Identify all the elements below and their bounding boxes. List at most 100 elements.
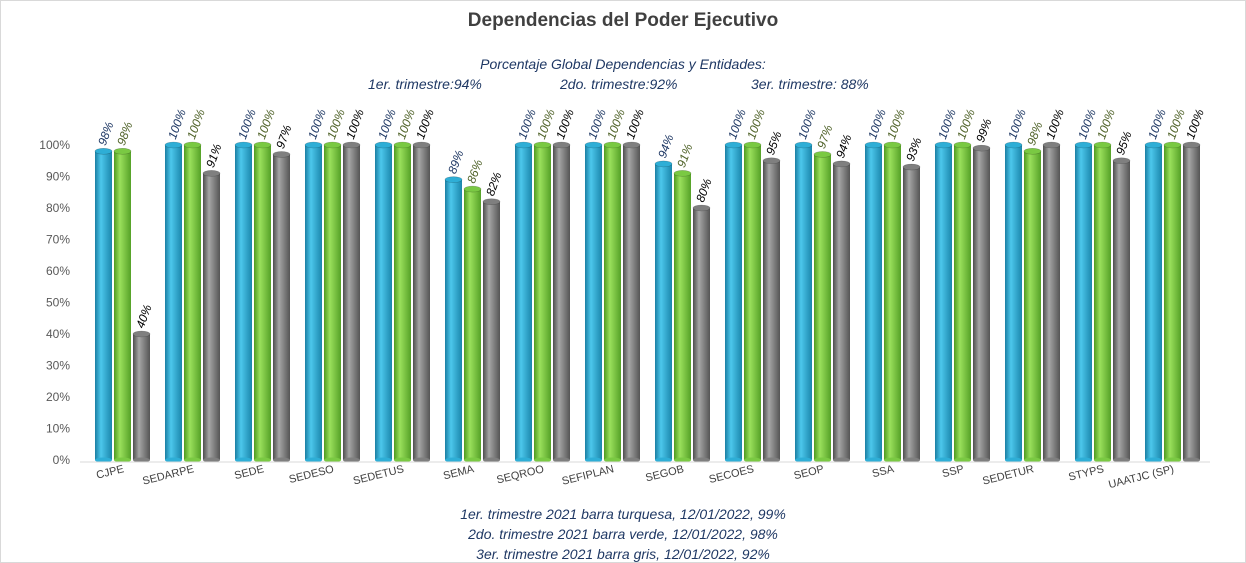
data-label: 95% bbox=[1113, 129, 1134, 157]
data-label: 82% bbox=[483, 170, 504, 198]
bar bbox=[673, 170, 692, 463]
data-label: 97% bbox=[814, 123, 835, 151]
x-tick-label: CJPE bbox=[95, 463, 125, 481]
bar bbox=[813, 151, 832, 463]
x-tick-label: SSP bbox=[941, 463, 965, 480]
x-tick-label: SEDARPE bbox=[141, 463, 195, 487]
bar bbox=[724, 141, 743, 463]
data-label: 94% bbox=[655, 132, 676, 160]
bar bbox=[323, 141, 342, 463]
data-label: 99% bbox=[973, 117, 994, 145]
bar bbox=[253, 141, 272, 463]
x-tick-label: SEFIPLAN bbox=[561, 463, 616, 488]
y-tick-label: 80% bbox=[46, 201, 70, 215]
y-axis: 0% 10% 20% 30% 40% 50% 60% 70% 80% 90% 100% bbox=[39, 138, 70, 467]
bar bbox=[584, 141, 603, 463]
bar bbox=[374, 141, 393, 463]
bar bbox=[1023, 148, 1042, 463]
bar bbox=[304, 141, 323, 463]
bar bbox=[1182, 141, 1201, 463]
bar bbox=[794, 141, 813, 463]
quarter-1-summary: 1er. trimestre:94% bbox=[368, 76, 482, 92]
bar bbox=[94, 148, 113, 463]
bar bbox=[463, 185, 482, 463]
bar bbox=[1163, 141, 1182, 463]
footnote-q2: 2do. trimestre 2021 barra verde, 12/01/2… bbox=[468, 526, 778, 542]
y-tick-label: 50% bbox=[46, 296, 70, 310]
x-axis: CJPE SEDARPE SEDE SEDESO SEDETUS SEMA SEQROO SE… bbox=[80, 461, 1210, 491]
chart-subtitle: Porcentaje Global Dependencias y Entidad… bbox=[480, 56, 766, 72]
bar bbox=[953, 141, 972, 463]
data-label: 86% bbox=[464, 157, 485, 185]
x-tick-label: STYPS bbox=[1067, 463, 1105, 483]
x-tick-label: SEDETUS bbox=[352, 463, 405, 487]
data-label: 91% bbox=[203, 142, 224, 170]
x-tick-label: SEGOB bbox=[644, 463, 685, 484]
x-tick-label: SEDE bbox=[233, 463, 265, 482]
bar bbox=[514, 141, 533, 463]
x-tick-label: SEOP bbox=[793, 463, 826, 482]
bar bbox=[1144, 141, 1163, 463]
bar bbox=[1004, 141, 1023, 463]
bar bbox=[692, 204, 711, 463]
y-tick-label: 30% bbox=[46, 359, 70, 373]
data-label: 91% bbox=[674, 142, 695, 170]
bar bbox=[342, 141, 361, 463]
data-label: 100% bbox=[1005, 107, 1029, 141]
bar bbox=[1074, 141, 1093, 463]
data-label: 80% bbox=[693, 176, 714, 204]
bar bbox=[552, 141, 571, 463]
data-label: 98% bbox=[1024, 120, 1045, 148]
data-label: 89% bbox=[445, 148, 466, 176]
bar bbox=[654, 160, 673, 463]
y-tick-label: 60% bbox=[46, 264, 70, 278]
data-label: 40% bbox=[133, 302, 154, 330]
y-tick-label: 10% bbox=[46, 422, 70, 436]
footnote-q3: 3er. trimestre 2021 barra gris, 12/01/20… bbox=[476, 546, 770, 562]
data-label: 98% bbox=[114, 120, 135, 148]
bars bbox=[94, 141, 1201, 463]
y-tick-label: 90% bbox=[46, 170, 70, 184]
y-tick-label: 20% bbox=[46, 390, 70, 404]
bar bbox=[1093, 141, 1112, 463]
bar bbox=[902, 163, 921, 463]
bar bbox=[202, 170, 221, 463]
data-label: 97% bbox=[273, 123, 294, 151]
data-label: 100% bbox=[795, 107, 819, 141]
y-tick-label: 70% bbox=[46, 233, 70, 247]
bar bbox=[113, 148, 132, 463]
x-tick-label: SECOES bbox=[708, 463, 755, 486]
data-label: 93% bbox=[903, 135, 924, 163]
bar bbox=[622, 141, 641, 463]
bar bbox=[864, 141, 883, 463]
bar bbox=[234, 141, 253, 463]
data-label: 100% bbox=[1043, 107, 1067, 141]
bar bbox=[183, 141, 202, 463]
bar bbox=[972, 144, 991, 463]
bar bbox=[934, 141, 953, 463]
x-tick-label: SSA bbox=[871, 463, 896, 480]
bar bbox=[393, 141, 412, 463]
bar bbox=[603, 141, 622, 463]
x-tick-label: SEDETUR bbox=[981, 463, 1035, 487]
bar bbox=[743, 141, 762, 463]
bar bbox=[132, 330, 151, 463]
bar bbox=[1042, 141, 1061, 463]
bar bbox=[164, 141, 183, 463]
bar bbox=[762, 157, 781, 463]
bar bbox=[533, 141, 552, 463]
chart-title: Dependencias del Poder Ejecutivo bbox=[467, 10, 779, 31]
quarter-2-summary: 2do. trimestre:92% bbox=[560, 76, 678, 92]
bar bbox=[412, 141, 431, 463]
y-tick-label: 40% bbox=[46, 327, 70, 341]
bar bbox=[272, 151, 291, 463]
quarter-3-summary: 3er. trimestre: 88% bbox=[751, 76, 869, 92]
bar bbox=[832, 160, 851, 463]
bar bbox=[1112, 157, 1131, 463]
bar bbox=[883, 141, 902, 463]
y-tick-label: 100% bbox=[39, 138, 70, 152]
data-label: 95% bbox=[763, 129, 784, 157]
x-tick-label: UAATJC (SP) bbox=[1107, 463, 1175, 491]
x-tick-label: SEQROO bbox=[495, 463, 545, 486]
